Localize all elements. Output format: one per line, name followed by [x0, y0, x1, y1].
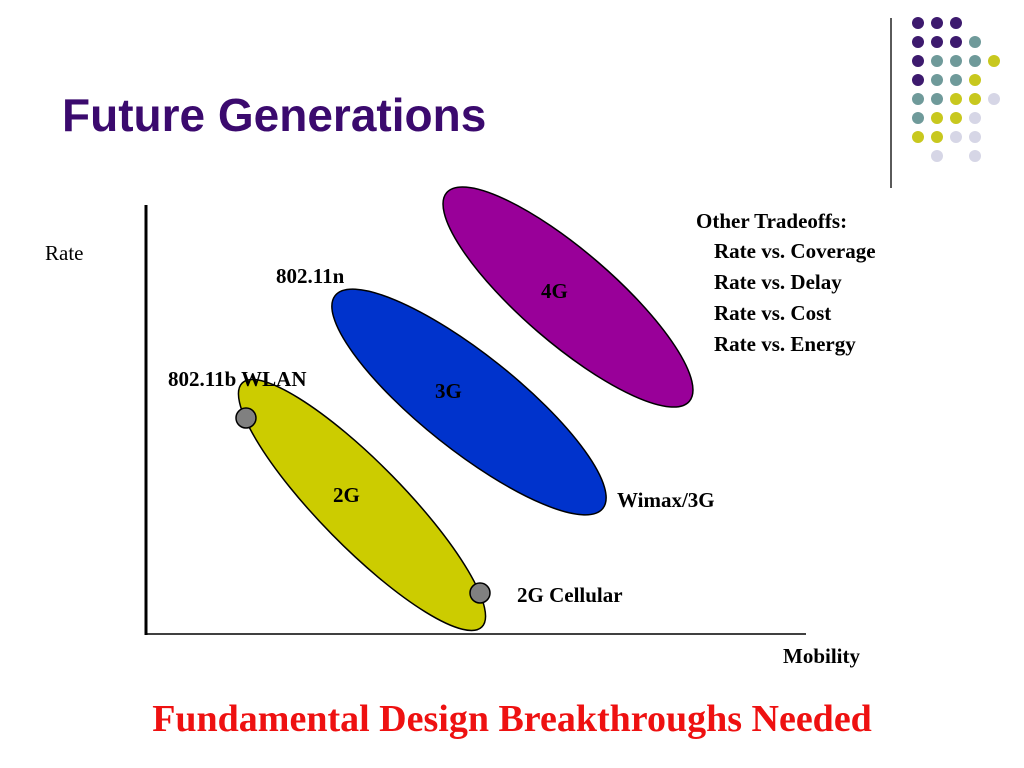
dot	[912, 131, 924, 143]
dot	[969, 112, 981, 124]
label-80211b-wlan: 802.11b WLAN	[168, 367, 306, 391]
dot	[969, 55, 981, 67]
label-80211n: 802.11n	[276, 264, 345, 288]
dot	[950, 131, 962, 143]
dot	[931, 17, 943, 29]
region-2g-label: 2G	[333, 483, 360, 507]
x-axis-label: Mobility	[783, 644, 860, 668]
dot	[969, 150, 981, 162]
dot	[931, 93, 943, 105]
decorative-divider	[890, 18, 892, 188]
tradeoffs-list: Other Tradeoffs: Rate vs. Coverage Rate …	[696, 209, 876, 356]
dot	[912, 112, 924, 124]
tradeoff-item: Rate vs. Energy	[714, 332, 856, 356]
dot	[950, 36, 962, 48]
decorative-dot-grid	[912, 17, 1000, 162]
region-4g-label: 4G	[541, 279, 568, 303]
region-3g-label: 3G	[435, 379, 462, 403]
slide-footer: Fundamental Design Breakthroughs Needed	[152, 698, 872, 740]
dot	[912, 55, 924, 67]
region-3g	[331, 288, 607, 516]
dot	[912, 36, 924, 48]
tradeoff-item: Rate vs. Cost	[714, 301, 831, 325]
dot	[988, 93, 1000, 105]
cellular-marker	[469, 582, 491, 604]
dot	[950, 55, 962, 67]
dot	[912, 93, 924, 105]
wlan-marker	[235, 407, 257, 429]
dot	[931, 36, 943, 48]
dot	[950, 17, 962, 29]
dot	[988, 55, 1000, 67]
dot	[931, 55, 943, 67]
dot	[931, 74, 943, 86]
dot	[931, 150, 943, 162]
dot	[950, 93, 962, 105]
tradeoff-item: Rate vs. Delay	[714, 270, 842, 294]
dot	[969, 74, 981, 86]
dot	[950, 112, 962, 124]
dot	[969, 36, 981, 48]
y-axis-label: Rate	[45, 241, 83, 265]
dot	[969, 93, 981, 105]
dot	[912, 17, 924, 29]
dot	[969, 131, 981, 143]
dot	[950, 74, 962, 86]
region-4g	[442, 186, 694, 408]
dot	[912, 74, 924, 86]
dot	[931, 131, 943, 143]
tradeoff-item: Rate vs. Coverage	[714, 239, 876, 263]
label-2g-cellular: 2G Cellular	[517, 583, 623, 607]
slide-title: Future Generations	[62, 89, 487, 141]
tradeoffs-heading: Other Tradeoffs:	[696, 209, 847, 233]
dot	[931, 112, 943, 124]
region-2g	[237, 378, 487, 632]
label-wimax-3g: Wimax/3G	[617, 488, 715, 512]
